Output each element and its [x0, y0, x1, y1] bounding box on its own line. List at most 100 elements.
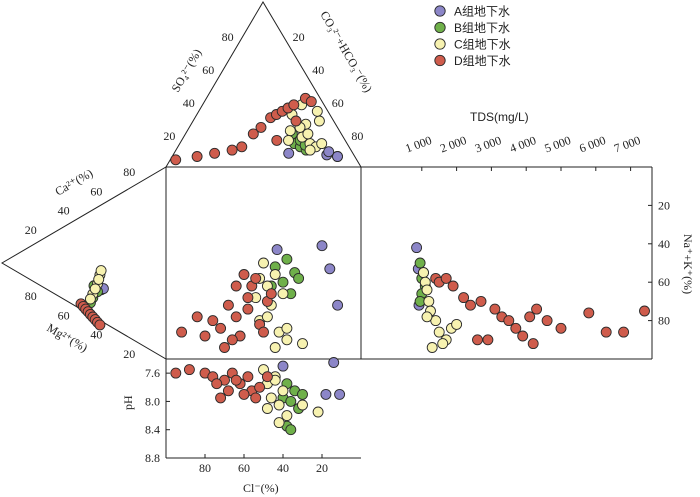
tds-point [465, 299, 476, 311]
anion-point [170, 154, 182, 166]
ph-point [254, 381, 266, 393]
tds-point [411, 242, 423, 254]
ph-point [285, 424, 297, 436]
tds-point [482, 334, 494, 346]
ph-point [242, 371, 254, 383]
legend-label: A组地下水 [454, 5, 510, 19]
cl-axis-title: Cl⁻(%) [243, 481, 279, 495]
so4-tick-label: 20 [163, 129, 175, 143]
diamond-point [176, 326, 188, 338]
data-points [75, 92, 650, 436]
diamond-point [250, 272, 262, 284]
mg-axis-title: Mg²⁺(%) [45, 320, 91, 354]
mg-tick-label: 60 [58, 308, 70, 322]
tds-point [472, 334, 483, 346]
tds-point [421, 284, 433, 296]
na-axis-title: Na⁺+K⁺(%) [681, 234, 695, 294]
ph-point [297, 399, 308, 411]
tds-point [423, 295, 435, 307]
anion-point [247, 128, 259, 140]
cl-tick-label: 80 [199, 461, 211, 475]
ph-point [261, 403, 273, 414]
legend-marker [434, 21, 446, 34]
tds-point [503, 315, 515, 327]
ph-point [211, 378, 223, 390]
ph-point [320, 388, 332, 400]
tds-point [451, 318, 463, 330]
ph-point [183, 364, 195, 376]
diamond-point [324, 263, 336, 275]
diamond-point [222, 299, 234, 311]
anion-point [313, 115, 325, 127]
co3-tick-label: 80 [351, 129, 363, 143]
ph-point [281, 410, 293, 422]
diamond-point [293, 272, 305, 284]
ph-point [250, 392, 262, 404]
tds-point [618, 326, 630, 338]
tds-point [447, 280, 459, 292]
anion-point [271, 134, 283, 146]
ph-tick-label: 7.6 [145, 366, 160, 380]
diagram-frames [1, 1, 653, 459]
mg-tick-label: 80 [25, 289, 37, 303]
diamond-point [281, 334, 293, 346]
ph-point [265, 392, 277, 404]
ph-axis-title: pH [121, 395, 135, 410]
anion-point [305, 96, 317, 108]
diamond-point [191, 311, 203, 323]
diamond-point [281, 322, 293, 334]
tds-tick-label: 5 000 [543, 133, 573, 155]
diamond-point [230, 280, 242, 292]
tds-point [489, 303, 501, 315]
ca-tick-label: 60 [90, 184, 102, 198]
diamond-point [207, 315, 219, 327]
cl-tick-label: 20 [316, 461, 328, 475]
anion-point [236, 141, 248, 153]
diamond-point [269, 269, 281, 280]
anion-point [226, 144, 238, 156]
so4-tick-label: 60 [202, 63, 214, 77]
anion-point [283, 147, 295, 159]
co3-tick-label: 60 [332, 96, 344, 110]
tds-tick-label: 7 000 [612, 133, 642, 155]
tds-point [555, 322, 567, 334]
tds-tick-label: 3 000 [473, 133, 503, 155]
ph-point [328, 357, 340, 368]
anion-point [288, 99, 300, 111]
ph-tick-label: 8.4 [145, 423, 160, 437]
ph-tick-label: 8.0 [145, 394, 160, 408]
ph-point [277, 385, 289, 397]
ph-point [285, 395, 297, 407]
diamond-point [242, 303, 254, 315]
na-tick-label: 80 [658, 314, 670, 328]
tds-point [527, 338, 539, 350]
na-tick-label: 60 [658, 275, 670, 289]
legend-label: B组地下水 [454, 21, 510, 35]
legend: A组地下水 B组地下水 C组地下水 D组地下水 [434, 5, 511, 68]
diamond-point [199, 330, 211, 342]
ph-point [215, 392, 227, 404]
axis-ticks: 80 60 40 20 7.6 8.0 8.4 8.8 20 40 60 80 1 000 2 000 3 … [25, 30, 670, 475]
tds-point [421, 311, 433, 323]
tds-point [524, 311, 536, 323]
ph-point [261, 371, 273, 383]
ph-point [312, 406, 324, 418]
ph-point [238, 388, 250, 400]
mg-tick-label: 40 [90, 328, 102, 342]
ph-point [273, 417, 285, 429]
anion-point [316, 138, 328, 150]
ph-point [277, 360, 289, 372]
legend-label: C组地下水 [454, 38, 511, 52]
tds-point [541, 315, 553, 327]
central-square [165, 166, 362, 360]
tds-point [600, 326, 612, 338]
ca-tick-label: 20 [25, 223, 37, 237]
anion-point [290, 115, 302, 127]
legend-marker [434, 5, 446, 17]
ph-point [170, 367, 182, 379]
na-tick-label: 40 [658, 237, 670, 251]
anion-point [191, 151, 203, 162]
ph-point [297, 388, 308, 400]
tds-point [517, 330, 529, 342]
